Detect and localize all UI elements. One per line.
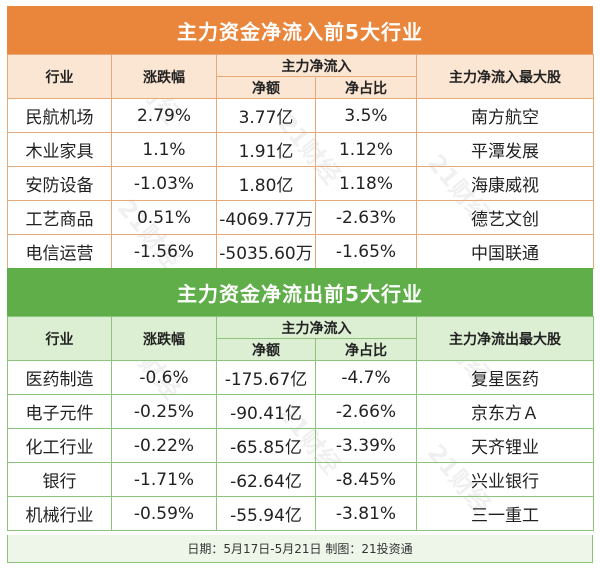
stock-cell: 海康威视 <box>416 166 594 201</box>
table-row: 工艺商品 0.51% -4069.77万 -2.63% 德艺文创 <box>7 200 594 235</box>
stock-cell: 德艺文创 <box>416 200 594 235</box>
inflow-header-row: 行业 涨跌幅 主力净流入 主力净流入最大股 <box>7 54 594 99</box>
amount-cell: -65.85亿 <box>216 428 316 463</box>
industry-cell: 机械行业 <box>7 496 112 531</box>
table-row: 木业家具 1.1% 1.91亿 1.12% 平潭发展 <box>7 132 594 167</box>
stock-cell: 三一重工 <box>416 496 594 531</box>
amount-cell: -55.94亿 <box>216 496 316 531</box>
col-header-net-amount: 净额 <box>216 76 316 99</box>
ratio-cell: 3.5% <box>315 98 417 133</box>
amount-cell: -5035.60万 <box>216 234 316 269</box>
ratio-cell: -8.45% <box>315 462 417 497</box>
change-cell: -0.6% <box>111 360 217 395</box>
change-cell: 2.79% <box>111 98 217 133</box>
stock-cell: 平潭发展 <box>416 132 594 167</box>
amount-cell: 1.80亿 <box>216 166 316 201</box>
amount-cell: 3.77亿 <box>216 98 316 133</box>
change-cell: -1.03% <box>111 166 217 201</box>
change-cell: -1.56% <box>111 234 217 269</box>
ratio-cell: -3.39% <box>315 428 417 463</box>
footer-credit: 日期：5月17日-5月21日 制图：21投资通 <box>7 535 593 563</box>
outflow-subheader-row: 净额 净占比 <box>8 338 594 361</box>
ratio-cell: -3.81% <box>315 496 417 531</box>
ratio-cell: 1.12% <box>315 132 417 167</box>
industry-cell: 电子元件 <box>7 394 112 429</box>
inflow-table: 行业 涨跌幅 主力净流入 主力净流入最大股 净额 净占比 民航机场 2.79% … <box>7 54 594 269</box>
amount-cell: -90.41亿 <box>216 394 316 429</box>
change-cell: -1.71% <box>111 462 217 497</box>
inflow-title: 主力资金净流入前5大行业 <box>7 6 593 54</box>
table-row: 电子元件 -0.25% -90.41亿 -2.66% 京东方Ａ <box>7 394 594 429</box>
inflow-section: 主力资金净流入前5大行业 行业 涨跌幅 主力净流入 主力净流入最大股 净额 净占… <box>0 6 600 269</box>
ratio-cell: 1.18% <box>315 166 417 201</box>
change-cell: -0.59% <box>111 496 217 531</box>
change-cell: -0.22% <box>111 428 217 463</box>
ratio-cell: -2.66% <box>315 394 417 429</box>
inflow-subheader-row: 净额 净占比 <box>8 76 594 99</box>
col-header-change: 涨跌幅 <box>111 316 217 361</box>
outflow-title: 主力资金净流出前5大行业 <box>7 268 593 316</box>
change-cell: 0.51% <box>111 200 217 235</box>
industry-cell: 电信运营 <box>7 234 112 269</box>
industry-cell: 医药制造 <box>7 360 112 395</box>
ratio-cell: -2.63% <box>315 200 417 235</box>
table-row: 银行 -1.71% -62.64亿 -8.45% 兴业银行 <box>7 462 594 497</box>
industry-cell: 化工行业 <box>7 428 112 463</box>
table-row: 机械行业 -0.59% -55.94亿 -3.81% 三一重工 <box>7 496 594 531</box>
outflow-header-row: 行业 涨跌幅 主力净流入 主力净流出最大股 <box>7 316 594 361</box>
ratio-cell: -4.7% <box>315 360 417 395</box>
table-row: 医药制造 -0.6% -175.67亿 -4.7% 复星医药 <box>7 360 594 395</box>
ratio-cell: -1.65% <box>315 234 417 269</box>
outflow-section: 主力资金净流出前5大行业 行业 涨跌幅 主力净流入 主力净流出最大股 净额 净占… <box>0 268 600 531</box>
table-row: 民航机场 2.79% 3.77亿 3.5% 南方航空 <box>7 98 594 133</box>
outflow-table: 行业 涨跌幅 主力净流入 主力净流出最大股 净额 净占比 医药制造 -0.6% … <box>7 316 594 531</box>
col-header-change: 涨跌幅 <box>111 54 217 99</box>
industry-cell: 民航机场 <box>7 98 112 133</box>
amount-cell: 1.91亿 <box>216 132 316 167</box>
col-header-net-ratio: 净占比 <box>315 338 417 361</box>
table-row: 化工行业 -0.22% -65.85亿 -3.39% 天齐锂业 <box>7 428 594 463</box>
stock-cell: 南方航空 <box>416 98 594 133</box>
stock-cell: 复星医药 <box>416 360 594 395</box>
stock-cell: 京东方Ａ <box>416 394 594 429</box>
industry-cell: 安防设备 <box>7 166 112 201</box>
col-header-top-stock: 主力净流入最大股 <box>416 54 594 99</box>
stock-cell: 天齐锂业 <box>416 428 594 463</box>
industry-cell: 工艺商品 <box>7 200 112 235</box>
change-cell: -0.25% <box>111 394 217 429</box>
change-cell: 1.1% <box>111 132 217 167</box>
table-row: 电信运营 -1.56% -5035.60万 -1.65% 中国联通 <box>7 234 594 269</box>
industry-cell: 银行 <box>7 462 112 497</box>
col-header-top-stock: 主力净流出最大股 <box>416 316 594 361</box>
amount-cell: -175.67亿 <box>216 360 316 395</box>
table-row: 安防设备 -1.03% 1.80亿 1.18% 海康威视 <box>7 166 594 201</box>
amount-cell: -4069.77万 <box>216 200 316 235</box>
col-header-net-flow: 主力净流入 <box>216 54 417 77</box>
amount-cell: -62.64亿 <box>216 462 316 497</box>
col-header-net-amount: 净额 <box>216 338 316 361</box>
col-header-net-flow: 主力净流入 <box>216 316 417 339</box>
col-header-industry: 行业 <box>7 54 112 99</box>
industry-cell: 木业家具 <box>7 132 112 167</box>
stock-cell: 兴业银行 <box>416 462 594 497</box>
stock-cell: 中国联通 <box>416 234 594 269</box>
col-header-net-ratio: 净占比 <box>315 76 417 99</box>
col-header-industry: 行业 <box>7 316 112 361</box>
